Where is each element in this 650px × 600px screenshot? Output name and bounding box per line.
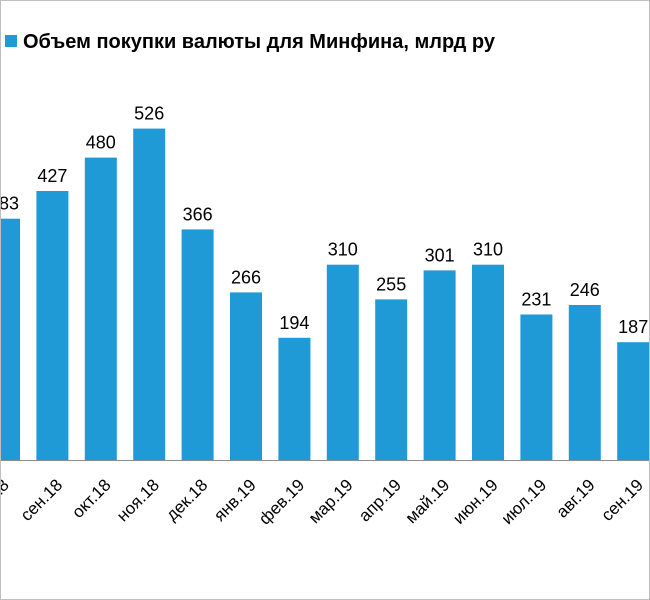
- x-tick-label: сен.19: [598, 475, 647, 524]
- bar-июн.19: [472, 264, 504, 460]
- bar-апр.19: [375, 299, 408, 461]
- bar-дек.18: [181, 229, 214, 460]
- x-tick-label: июл.19: [498, 475, 551, 528]
- bar-value-label: 427: [37, 166, 67, 186]
- x-tick-label: ноя.18: [113, 475, 163, 525]
- x-tick-label: янв.19: [210, 475, 260, 525]
- bar-сен.19: [617, 342, 649, 460]
- bar-июл.19: [520, 314, 553, 460]
- bar-фев.19: [278, 337, 311, 460]
- x-tick-label: сен.18: [17, 475, 66, 524]
- x-tick-label: мар.19: [305, 475, 357, 527]
- bar-value-label: 301: [425, 245, 455, 265]
- bar-value-label: 366: [183, 204, 213, 224]
- legend: Объем покупки валюты для Минфина, млрд р…: [5, 31, 495, 54]
- bar-авг.18: [1, 218, 20, 460]
- x-tick-label: авг.19: [552, 475, 598, 521]
- bar-май.19: [423, 270, 456, 460]
- x-tick-label: июн.19: [449, 475, 502, 528]
- legend-label: Объем покупки валюты для Минфина, млрд р…: [23, 31, 496, 53]
- x-tick-label: апр.19: [355, 475, 405, 525]
- bar-ноя.18: [133, 128, 166, 460]
- bar-авг.19: [568, 305, 601, 460]
- bar-value-label: 194: [279, 313, 309, 333]
- bar-окт.18: [84, 157, 117, 460]
- x-tick-label: фев.19: [255, 475, 308, 528]
- bar-value-label: 231: [521, 290, 551, 310]
- bar-сен.18: [36, 191, 69, 460]
- bar-value-label: 526: [134, 104, 164, 124]
- bar-value-label: 310: [328, 240, 358, 260]
- bar-value-label: 246: [570, 280, 600, 300]
- bar-value-label: 187: [618, 317, 648, 337]
- bar-value-label: 255: [376, 274, 406, 294]
- bar-value-label: 266: [231, 267, 261, 287]
- x-tick-label: май.19: [402, 475, 454, 527]
- bar-value-label: 310: [473, 240, 503, 260]
- bar-value-label: 383: [1, 194, 19, 214]
- x-tick-label: дек.18: [162, 475, 211, 524]
- x-tick-label: окт.18: [68, 475, 114, 521]
- x-tick-label: авг.18: [1, 475, 13, 521]
- bar-value-label: 480: [86, 133, 116, 153]
- bar-янв.19: [230, 292, 262, 460]
- legend-swatch: [5, 35, 17, 47]
- bar-мар.19: [326, 264, 359, 460]
